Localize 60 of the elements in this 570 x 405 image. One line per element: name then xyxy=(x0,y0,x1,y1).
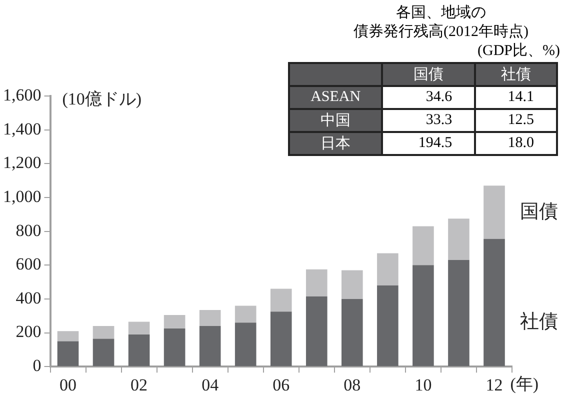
bar xyxy=(448,218,470,260)
data-label: 18.0 xyxy=(475,132,557,155)
data-label: 12.5 xyxy=(475,109,557,132)
category-label: 日本 xyxy=(289,132,382,155)
x-tick-label: 08 xyxy=(344,375,361,394)
y-tick-label: 1,200 xyxy=(3,153,42,172)
series-label: 国債 xyxy=(520,201,558,222)
y-tick-label: 1,000 xyxy=(3,186,42,206)
bar xyxy=(448,260,470,366)
bar xyxy=(270,312,292,366)
bar xyxy=(234,306,256,323)
text: 国債 xyxy=(382,63,476,86)
y-tick-label: 0 xyxy=(32,356,42,376)
y-tick-label: 1,600 xyxy=(3,85,42,104)
bar xyxy=(164,315,186,329)
bar xyxy=(377,285,398,366)
series-label: 社債 xyxy=(520,312,558,333)
x-tick-label: 06 xyxy=(272,375,290,394)
bar xyxy=(342,270,363,299)
text: 各国、地域の xyxy=(395,4,487,23)
x-tick-label: 04 xyxy=(202,375,220,394)
category-label: 中国 xyxy=(289,109,382,132)
y-tick-label: 200 xyxy=(16,322,42,342)
category-label: ASEAN xyxy=(289,86,382,109)
bar xyxy=(306,269,328,296)
y-tick-label: 400 xyxy=(16,288,42,308)
bar xyxy=(377,253,398,286)
bar xyxy=(128,334,150,366)
x-tick-label: 00 xyxy=(60,375,77,394)
y-tick-label: 1,400 xyxy=(3,119,42,138)
x-axis-title: (年) xyxy=(510,374,539,394)
bar xyxy=(234,322,256,366)
bar xyxy=(92,326,114,339)
bar xyxy=(92,338,114,366)
y-tick-label: 600 xyxy=(16,254,42,274)
bar xyxy=(164,328,186,366)
data-label: 14.1 xyxy=(475,86,557,109)
bar xyxy=(57,341,79,366)
bar xyxy=(57,331,79,342)
bar xyxy=(484,186,505,239)
bar xyxy=(270,288,292,312)
text: 社債 xyxy=(475,63,557,86)
text: 債券発行残高(2012年時点) xyxy=(352,23,530,42)
bar xyxy=(128,322,150,334)
x-tick-label: 10 xyxy=(414,375,432,394)
data-label: 33.3 xyxy=(382,109,476,132)
x-tick-label: 02 xyxy=(130,375,148,394)
x-tick-label: 12 xyxy=(486,375,503,394)
y-tick-label: 800 xyxy=(16,220,42,240)
bar xyxy=(484,238,505,366)
bar xyxy=(412,226,434,266)
bar xyxy=(342,298,363,366)
bar xyxy=(412,265,434,366)
data-label: 34.6 xyxy=(382,86,476,109)
bar xyxy=(199,326,221,366)
data-label: 194.5 xyxy=(382,132,476,155)
bar xyxy=(199,310,221,326)
bar xyxy=(306,296,328,366)
text: (GDP比、%) xyxy=(476,42,561,61)
y-axis-title: (10億ドル) xyxy=(62,89,142,108)
